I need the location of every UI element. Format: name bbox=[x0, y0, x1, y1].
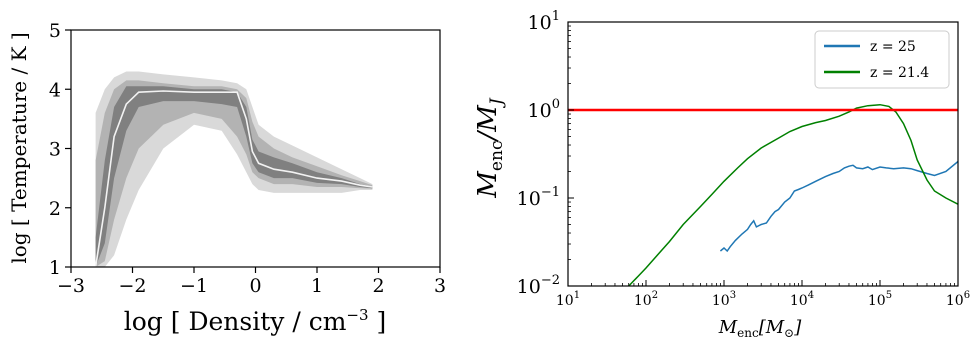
right-y-tick-label: 10−2 bbox=[517, 273, 560, 298]
right-x-axis-label: Menc[M⊙] bbox=[718, 317, 803, 340]
right-y-tick-label: 100 bbox=[528, 97, 560, 122]
right-y-axis-label: Menc/MJ bbox=[473, 97, 507, 199]
left-y-ticks: 1 2 3 4 5 bbox=[49, 20, 71, 279]
right-axes-frame bbox=[567, 21, 959, 287]
left-y-axis-label: log [ Temperature / K ] bbox=[7, 32, 31, 263]
right-series bbox=[568, 103, 958, 286]
right-y-tick-label: 10−1 bbox=[517, 185, 560, 210]
right-x-tick-label: 105 bbox=[868, 290, 892, 309]
left-x-tick-label: 1 bbox=[311, 275, 323, 297]
right-y-ticks: 10−2 10−1 100 101 bbox=[517, 9, 574, 298]
left-x-tick-label: −3 bbox=[57, 275, 85, 297]
left-y-tick-label: 2 bbox=[49, 198, 61, 220]
left-y-tick-label: 4 bbox=[49, 79, 61, 101]
right-x-ticks: 101 102 103 104 105 106 bbox=[556, 280, 970, 309]
median-line bbox=[94, 90, 373, 267]
left-x-tick-label: −2 bbox=[118, 275, 146, 297]
legend-label-z25: z = 25 bbox=[870, 39, 916, 55]
right-x-tick-label: 103 bbox=[712, 290, 736, 309]
series-line-1 bbox=[628, 103, 958, 286]
left-x-tick-label: −1 bbox=[180, 275, 208, 297]
left-plot-area bbox=[94, 71, 373, 267]
right-x-tick-label: 106 bbox=[946, 290, 970, 309]
legend-label-z214: z = 21.4 bbox=[870, 65, 929, 81]
right-x-tick-label: 104 bbox=[790, 290, 814, 309]
left-x-axis-label: log [ Density / cm−3 ] bbox=[124, 306, 386, 336]
right-y-tick-label: 101 bbox=[528, 9, 560, 34]
series-line-0 bbox=[719, 160, 958, 253]
left-x-tick-label: 3 bbox=[434, 275, 446, 297]
left-y-tick-label: 1 bbox=[49, 257, 61, 279]
left-y-tick-label: 5 bbox=[49, 20, 61, 42]
right-panel: 101 102 103 104 105 106 10−2 10−1 100 101 Menc[M… bbox=[473, 9, 970, 340]
left-x-ticks: −3 −2 −1 0 1 2 3 bbox=[57, 267, 446, 297]
left-x-tick-label: 2 bbox=[372, 275, 384, 297]
left-x-tick-label: 0 bbox=[249, 275, 261, 297]
right-x-tick-label: 102 bbox=[634, 290, 658, 309]
left-bands bbox=[94, 71, 373, 267]
legend: z = 25 z = 21.4 bbox=[814, 30, 950, 89]
right-x-tick-label: 101 bbox=[556, 290, 580, 309]
right-plot-area bbox=[568, 103, 958, 286]
percentile-band-3 bbox=[95, 86, 373, 267]
left-y-tick-label: 3 bbox=[49, 139, 61, 161]
